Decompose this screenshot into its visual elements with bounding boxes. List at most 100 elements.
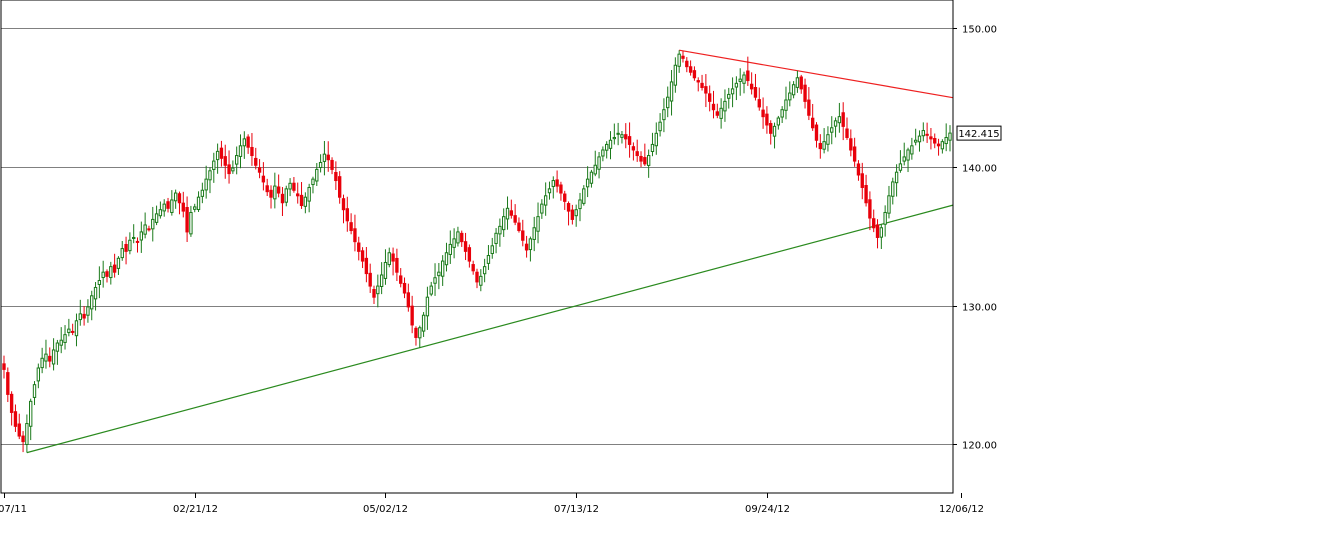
candle-body — [833, 120, 838, 127]
candle-body — [891, 181, 895, 197]
candle-body — [185, 207, 189, 233]
candle-body — [265, 185, 269, 193]
candle-body — [685, 60, 689, 68]
candle-body — [791, 84, 796, 96]
candle — [231, 160, 235, 174]
candle — [494, 228, 498, 254]
candle — [193, 203, 197, 213]
candle — [437, 262, 441, 290]
candle-body — [585, 178, 590, 188]
candle-body — [448, 243, 452, 255]
candle-body — [116, 257, 121, 269]
candle — [730, 77, 735, 108]
plot-frame — [0, 0, 954, 494]
candle-body — [486, 255, 491, 264]
candle — [200, 182, 205, 204]
candle-body — [410, 305, 414, 326]
candle — [299, 182, 304, 209]
candle — [772, 122, 777, 149]
candle — [360, 247, 365, 269]
candle-body — [296, 193, 300, 197]
candle-body — [177, 193, 182, 204]
candle-body — [124, 243, 128, 252]
candle — [170, 190, 174, 216]
candle-body — [120, 248, 124, 259]
candle — [116, 256, 121, 275]
candle — [78, 299, 82, 326]
candle-body — [307, 186, 311, 202]
candle — [700, 74, 704, 91]
candle-body — [215, 150, 220, 161]
candle — [421, 312, 426, 337]
candle-body — [364, 257, 369, 275]
candle — [704, 74, 708, 108]
candle-body — [112, 264, 117, 273]
candle-body — [158, 209, 163, 217]
candle-body — [841, 112, 845, 127]
candle-body — [753, 87, 758, 98]
candle-body — [460, 232, 464, 243]
candle-body — [536, 216, 540, 232]
candle-body — [368, 272, 372, 287]
candle-body — [872, 218, 876, 229]
candle — [414, 326, 418, 346]
candle-body — [105, 271, 109, 277]
candle — [284, 185, 288, 207]
candle — [753, 73, 758, 101]
candle — [837, 102, 842, 133]
candle-body — [135, 240, 140, 243]
candle-body — [36, 367, 41, 382]
candle — [708, 85, 712, 112]
candle — [402, 277, 407, 299]
candle — [109, 261, 113, 285]
candle-body — [337, 176, 342, 198]
candle — [406, 283, 411, 312]
candle-body — [624, 134, 628, 140]
candle-body — [59, 339, 63, 346]
candle — [681, 51, 685, 63]
candle-body — [826, 134, 830, 145]
candle — [44, 339, 48, 369]
candle — [784, 86, 788, 120]
candle-body — [723, 100, 727, 112]
candles — [2, 50, 952, 453]
candle-body — [360, 250, 365, 262]
x-tick-label: 05/02/12 — [363, 504, 408, 515]
candle — [543, 182, 548, 216]
candle — [605, 141, 609, 159]
candle-body — [662, 109, 666, 121]
candle-body — [734, 82, 739, 88]
candle-body — [608, 139, 613, 149]
candle-body — [601, 149, 605, 157]
candle-body — [555, 179, 559, 187]
candle-body — [330, 159, 334, 170]
candle — [330, 157, 334, 175]
candle — [143, 212, 147, 239]
candle-body — [32, 384, 37, 398]
candle-body — [700, 82, 704, 88]
candle-body — [532, 227, 536, 240]
candle — [235, 146, 239, 175]
candle — [566, 201, 571, 226]
candle-body — [78, 313, 82, 321]
candle — [498, 218, 502, 247]
candle — [242, 131, 246, 159]
candle-body — [257, 167, 262, 173]
candle — [570, 204, 575, 225]
support-trendline — [26, 204, 954, 454]
candle — [74, 313, 79, 347]
candle-body — [254, 157, 258, 166]
candle-body — [765, 113, 769, 126]
candle — [341, 194, 346, 224]
candle — [227, 150, 231, 184]
candle — [658, 113, 662, 137]
candle — [906, 147, 910, 173]
candle — [727, 87, 731, 109]
candle — [814, 122, 819, 148]
candle — [849, 129, 853, 157]
candle-body — [238, 145, 243, 157]
candle — [315, 163, 319, 186]
candle-body — [730, 88, 735, 95]
candle — [9, 391, 14, 426]
candle-body — [505, 207, 510, 220]
